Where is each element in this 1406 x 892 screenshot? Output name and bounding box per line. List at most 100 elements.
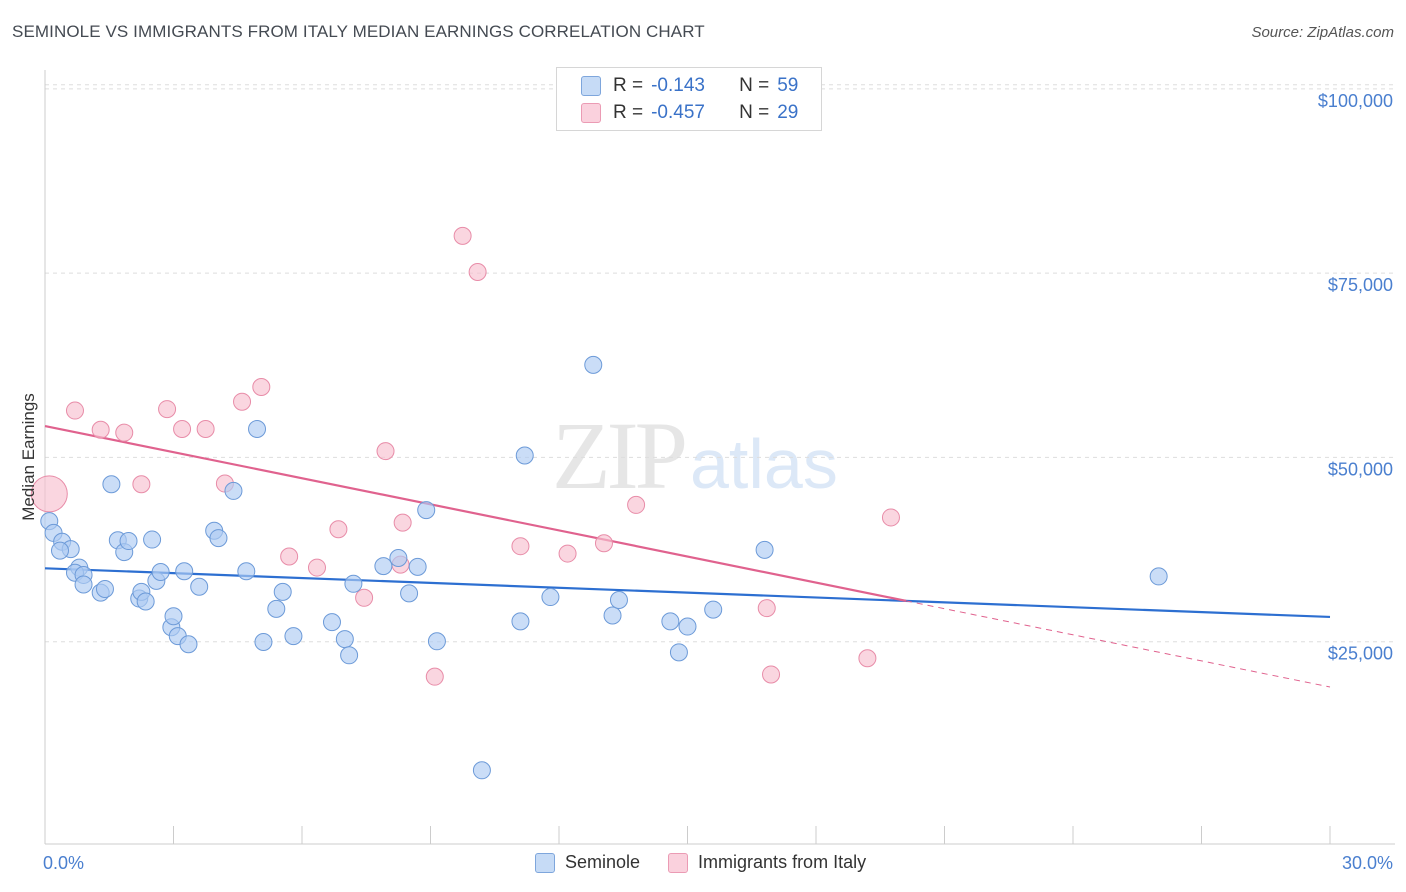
y-axis-title: Median Earnings — [19, 393, 38, 521]
point-italy — [158, 400, 177, 419]
point-seminole — [374, 557, 393, 576]
point-seminole — [472, 761, 491, 780]
legend-n-value: 29 — [777, 102, 799, 123]
legend-swatch-seminole — [535, 852, 555, 873]
y-tick-label: $100,000 — [1318, 91, 1393, 111]
point-seminole — [248, 419, 267, 438]
legend-item-italy: Immigrants from Italy — [668, 852, 866, 873]
point-italy — [762, 665, 781, 684]
point-italy — [858, 649, 877, 668]
point-seminole — [344, 574, 363, 593]
point-italy — [627, 495, 646, 514]
point-seminole — [50, 541, 69, 560]
legend-item-seminole: Seminole — [535, 852, 640, 873]
point-seminole — [151, 562, 170, 581]
legend-n-label: N = — [739, 102, 770, 123]
correlation-legend: R = -0.143 N = 59 R = -0.457 N = 29 — [556, 67, 822, 131]
point-seminole — [1149, 567, 1168, 586]
point-italy — [757, 599, 776, 618]
legend-row-seminole: R = -0.143 N = 59 — [581, 74, 798, 98]
point-italy — [173, 419, 192, 438]
point-seminole — [267, 599, 286, 618]
y-tick-label: $50,000 — [1328, 459, 1393, 479]
point-italy — [132, 475, 151, 494]
point-seminole — [515, 446, 534, 465]
point-italy — [115, 423, 134, 442]
legend-r-value: -0.457 — [651, 102, 705, 123]
point-seminole — [209, 529, 228, 548]
legend-r-label: R = — [613, 75, 644, 96]
point-seminole — [541, 588, 560, 607]
point-seminole — [511, 612, 530, 631]
point-seminole — [119, 532, 138, 551]
point-italy — [376, 442, 395, 461]
legend-r-value: -0.143 — [651, 75, 705, 96]
point-seminole — [273, 582, 292, 601]
point-italy — [881, 508, 900, 527]
point-seminole — [284, 627, 303, 646]
point-seminole — [678, 617, 697, 636]
point-italy — [233, 392, 252, 411]
point-italy — [355, 588, 374, 607]
legend-swatch-seminole — [581, 76, 601, 96]
point-seminole — [164, 607, 183, 626]
point-seminole — [143, 530, 162, 549]
grid-lines — [45, 84, 1395, 643]
series-legend: Seminole Immigrants from Italy — [535, 852, 894, 873]
point-seminole — [102, 475, 121, 494]
y-tick-label: $75,000 — [1328, 275, 1393, 295]
point-italy — [252, 377, 271, 396]
point-italy — [425, 667, 444, 686]
x-tick-label: 0.0% — [43, 853, 84, 873]
point-italy — [196, 419, 215, 438]
point-italy — [594, 534, 613, 553]
point-seminole — [389, 548, 408, 567]
point-seminole — [175, 562, 194, 581]
point-seminole — [408, 557, 427, 576]
legend-row-italy: R = -0.457 N = 29 — [581, 101, 798, 125]
point-italy — [468, 262, 487, 281]
point-seminole — [224, 481, 243, 500]
legend-swatch-italy — [668, 852, 689, 873]
point-italy — [393, 513, 412, 532]
y-tick-label: $25,000 — [1328, 644, 1393, 664]
point-seminole — [427, 632, 446, 651]
point-italy — [91, 420, 110, 439]
legend-label-italy: Immigrants from Italy — [698, 852, 867, 872]
x-tick-label: 30.0% — [1342, 853, 1393, 873]
point-italy — [307, 558, 326, 577]
point-seminole — [136, 592, 155, 611]
data-points — [30, 226, 1168, 780]
point-seminole — [755, 540, 774, 559]
point-italy — [65, 401, 84, 420]
tick-labels: $25,000 $50,000 $75,000 $100,000 0.0% 30.0% Me… — [19, 91, 1393, 873]
point-seminole — [190, 577, 209, 596]
legend-swatch-italy — [581, 103, 601, 123]
legend-r-label: R = — [613, 102, 644, 123]
trend-line-italy — [44, 424, 907, 602]
point-seminole — [417, 501, 436, 520]
point-seminole — [74, 575, 93, 594]
point-seminole — [340, 646, 359, 665]
point-seminole — [95, 579, 114, 598]
point-seminole — [584, 355, 603, 374]
point-seminole — [609, 591, 628, 610]
point-seminole — [335, 630, 354, 649]
point-italy — [280, 547, 299, 566]
point-seminole — [400, 584, 419, 603]
point-seminole — [603, 606, 622, 625]
point-seminole — [237, 562, 256, 581]
point-seminole — [704, 600, 723, 619]
point-seminole — [669, 643, 688, 662]
point-italy — [453, 226, 472, 245]
chart-title: SEMINOLE VS IMMIGRANTS FROM ITALY MEDIAN… — [12, 22, 705, 41]
point-seminole — [661, 612, 680, 631]
axes — [44, 70, 1395, 845]
source-credit: Source: ZipAtlas.com — [1251, 24, 1394, 41]
legend-n-value: 59 — [777, 75, 799, 96]
trend-line-seminole — [44, 567, 1331, 619]
legend-n-label: N = — [739, 75, 770, 96]
point-italy — [30, 475, 68, 513]
point-italy — [329, 520, 348, 539]
